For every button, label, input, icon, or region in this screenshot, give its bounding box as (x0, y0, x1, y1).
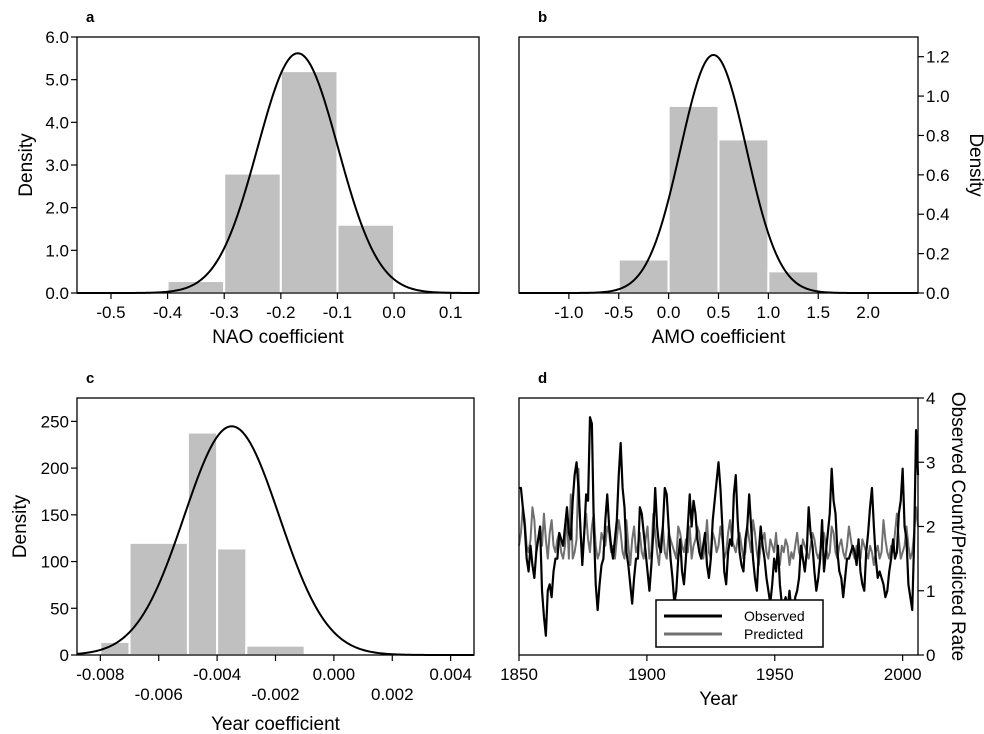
x-tick-label: -0.2 (266, 303, 295, 322)
histogram-bar (617, 258, 670, 294)
y-tick-label: 0.0 (45, 284, 69, 303)
y-tick-label: 100 (41, 553, 69, 572)
y-tick-label: 5.0 (45, 71, 69, 90)
histogram-bar (667, 104, 720, 294)
y-tick-label: 50 (50, 599, 69, 618)
x-tick-label: -0.5 (96, 303, 125, 322)
y-axis-label: Density (965, 133, 984, 197)
y-tick-label: 2.0 (45, 199, 69, 218)
panel-letter: c (86, 370, 94, 387)
x-tick-label: 2.0 (856, 303, 880, 322)
y-tick-label: 4 (926, 389, 935, 408)
y-tick-label: 250 (41, 412, 69, 431)
x-tick-label: 1.0 (757, 303, 781, 322)
y-tick-label: 3.0 (45, 156, 69, 175)
panel-b-histogram: b -1.0 -0.5 0.0 0.5 1.0 1.5 2.0 0.0 0.2 0.4 0.6 0.8 1… (518, 9, 984, 348)
panel-letter: d (538, 370, 547, 387)
y-tick-label: 4.0 (45, 113, 69, 132)
histogram-bar (245, 644, 306, 656)
y-tick-label: 200 (41, 459, 69, 478)
x-tick-label: 2000 (884, 665, 922, 684)
histogram-bar (279, 70, 339, 294)
y-tick-label: 1.0 (926, 87, 950, 106)
series-line-observed (519, 416, 920, 637)
x-tick-label: 0.5 (707, 303, 731, 322)
x-tick-label: -0.3 (210, 303, 239, 322)
panel-letter: a (86, 9, 95, 26)
x-tick-label: 0.0 (382, 303, 406, 322)
y-tick-label: 3 (926, 453, 935, 472)
x-tick-label: -0.5 (604, 303, 633, 322)
y-tick-label: 0.8 (926, 126, 950, 145)
y-tick-label: 0.6 (926, 166, 950, 185)
y-tick-label: 0.0 (926, 284, 950, 303)
y-tick-label: 0 (926, 646, 935, 665)
histogram-bar (223, 172, 282, 295)
x-tick-label: 1900 (628, 665, 666, 684)
x-axis-label: Year (699, 689, 738, 710)
x-tick-label: 1850 (500, 665, 538, 684)
y-tick-label: 0.4 (926, 205, 950, 224)
x-axis-label: Year coefficient (211, 714, 341, 734)
y-axis-label: Density (10, 494, 31, 558)
x-tick-label: 0.000 (313, 665, 356, 684)
y-tick-label: 2 (926, 518, 935, 537)
panel-c-histogram: c -0.008 -0.006 -0.004 -0.002 0.000 0.002 0.004… (10, 370, 475, 734)
x-tick-label: -0.004 (193, 665, 241, 684)
x-tick-label: -0.006 (135, 685, 183, 704)
y-tick-label: 1.0 (45, 241, 69, 260)
x-tick-label: -0.1 (323, 303, 352, 322)
x-tick-label: -0.002 (251, 685, 299, 704)
x-tick-label: -1.0 (554, 303, 583, 322)
x-tick-label: 0.004 (429, 665, 472, 684)
panel-a-histogram: a -0.5 -0.4 -0.3 -0.2 -0.1 0.0 0.1 0.0 1.0 2.0 3.0 4… (16, 9, 480, 348)
y-tick-label: 150 (41, 506, 69, 525)
legend: Observed Predicted (655, 599, 824, 648)
panel-letter: b (538, 9, 547, 26)
x-axis-label: NAO coefficient (212, 327, 344, 348)
y-tick-label: 6.0 (45, 28, 69, 47)
histogram-bar (717, 138, 770, 294)
x-tick-label: 1.5 (806, 303, 830, 322)
legend-box (655, 599, 824, 648)
legend-label-predicted: Predicted (744, 626, 803, 642)
histogram-bar (336, 223, 396, 295)
x-tick-label: -0.008 (76, 665, 124, 684)
histogram-bar (216, 547, 248, 656)
x-axis-label: AMO coefficient (652, 327, 786, 348)
y-tick-label: 1 (926, 582, 935, 601)
y-tick-label: 1.2 (926, 48, 950, 67)
y-axis-label: Density (16, 133, 37, 197)
x-tick-label: -0.4 (153, 303, 182, 322)
x-tick-label: 0.002 (371, 685, 414, 704)
y-tick-label: 0.2 (926, 245, 950, 264)
x-tick-label: 1950 (756, 665, 794, 684)
histogram-bar (128, 541, 189, 657)
x-tick-label: 0.0 (657, 303, 681, 322)
legend-label-observed: Observed (744, 608, 805, 624)
y-axis-label: Observed Count/Predicted Rate (947, 392, 968, 661)
y-tick-label: 0 (60, 646, 69, 665)
x-tick-label: 0.1 (439, 303, 463, 322)
